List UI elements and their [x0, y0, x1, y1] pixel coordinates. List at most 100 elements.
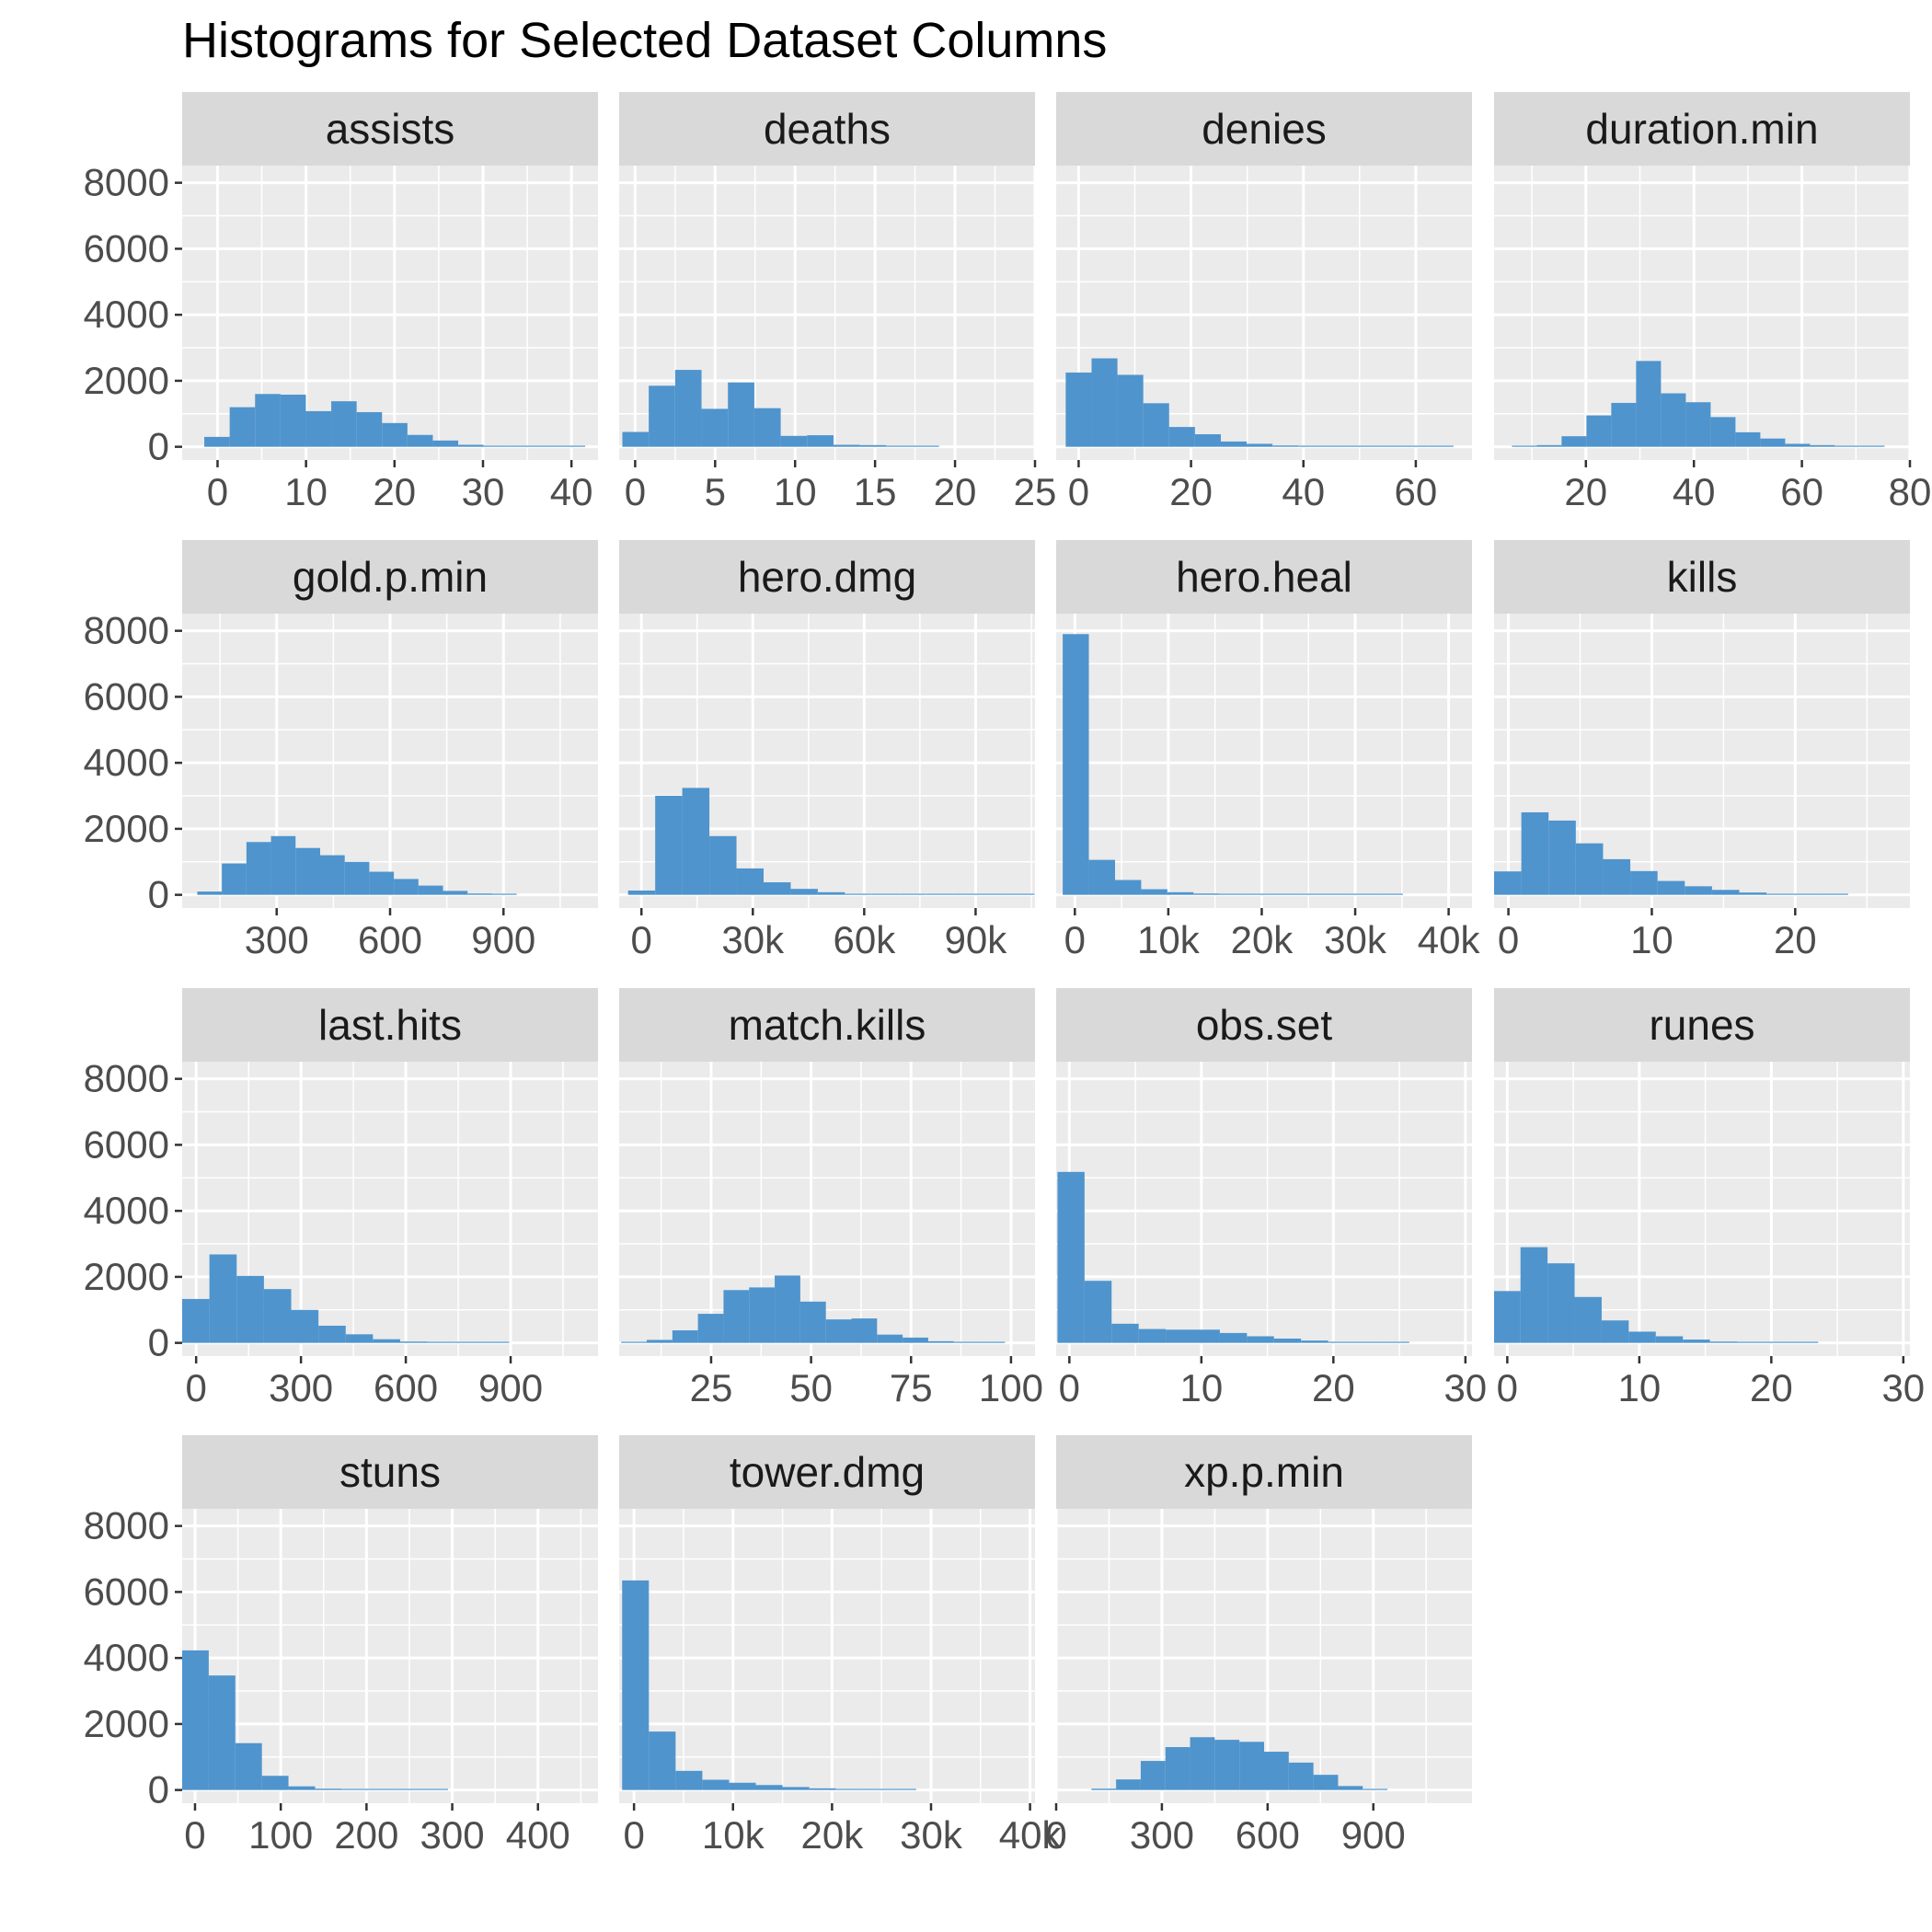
histogram-bar [1273, 1338, 1302, 1343]
panel-kills: kills 0 10 20 [1494, 540, 1910, 961]
x-tick-label: 0 [631, 918, 652, 961]
histogram-bar [270, 835, 296, 895]
x-tick-label: 30 [1443, 1366, 1487, 1409]
histogram-bar [467, 893, 492, 895]
histogram-bar [753, 408, 781, 447]
panel-duration.min: duration.min 20 40 60 80 [1494, 92, 1931, 513]
strip-label-xp.p.min: xp.p.min [1184, 1448, 1344, 1496]
histogram-bar [1355, 1341, 1383, 1343]
histogram-bar [1586, 415, 1612, 447]
histogram-bar [1190, 1737, 1215, 1790]
histogram-bar [1363, 1788, 1388, 1790]
histogram-bar [246, 842, 271, 895]
histogram-bar [1288, 1762, 1314, 1790]
histogram-bar [1192, 1329, 1220, 1343]
y-tick-label: 2000 [84, 807, 169, 850]
histogram-bar [1737, 1341, 1765, 1343]
histogram-bar [182, 1298, 210, 1343]
histogram-bar [621, 1341, 647, 1343]
y-tick-label: 0 [148, 1768, 169, 1811]
histogram-bar [443, 891, 468, 895]
histogram-bar [209, 1254, 237, 1343]
histogram-bar [729, 1782, 756, 1790]
histogram-bar [395, 1788, 422, 1790]
y-tick-label: 0 [148, 425, 169, 468]
x-tick-label: 0 [186, 1366, 207, 1409]
histogram-bar [877, 1334, 903, 1343]
histogram-bar [368, 1788, 396, 1790]
strip-assists [182, 92, 598, 166]
histogram-bar [702, 1779, 730, 1790]
panel-gold.p.min: gold.p.min 300 600 900 0 2000 4000 6000 8000 [84, 540, 598, 961]
panel-deaths: deaths 0 5 10 15 20 25 [619, 92, 1056, 513]
histogram-bar [1328, 1341, 1356, 1343]
strip-runes [1494, 988, 1910, 1062]
histogram-bar [728, 382, 754, 447]
x-tick-label: 75 [890, 1366, 933, 1409]
x-tick-label: 40k [999, 1813, 1063, 1857]
histogram-bar [825, 1319, 852, 1343]
histogram-bar [1194, 434, 1221, 447]
histogram-bar [1219, 1332, 1248, 1343]
histogram-bar [736, 868, 764, 895]
x-tick-label: 20 [934, 470, 977, 513]
strip-kills [1494, 540, 1910, 614]
histogram-bar [1298, 445, 1325, 447]
x-tick-label: 600 [358, 918, 422, 961]
histogram-bar [1601, 1320, 1629, 1343]
histogram-bar [1298, 893, 1325, 895]
histogram-bar [749, 1287, 776, 1343]
histogram-bar [1575, 843, 1604, 895]
histogram-bar [1114, 880, 1142, 895]
histogram-bar [763, 882, 791, 895]
histogram-bar [1117, 374, 1144, 447]
histogram-bar [1193, 893, 1220, 895]
histogram-bar [318, 1325, 346, 1343]
histogram-bar [235, 1742, 262, 1790]
histogram-bar [263, 1289, 292, 1343]
histogram-bar [1324, 893, 1351, 895]
panel-background [1056, 1062, 1472, 1356]
histogram-bar [1494, 1291, 1521, 1343]
histogram-bar [782, 1787, 810, 1790]
x-tick-label: 10 [1617, 1366, 1661, 1409]
histogram-bar [182, 1650, 209, 1790]
histogram-bar [509, 445, 535, 447]
histogram-bar [1655, 1336, 1684, 1343]
x-tick-label: 20 [1564, 470, 1607, 513]
histogram-bar [559, 445, 586, 447]
x-tick-label: 15 [854, 470, 897, 513]
x-tick-label: 10 [774, 470, 817, 513]
strip-duration.min [1494, 92, 1910, 166]
histogram-bar [1628, 1331, 1656, 1343]
histogram-bar [1167, 891, 1194, 895]
y-tick-label: 8000 [84, 161, 169, 204]
x-tick-label: 30k [721, 918, 785, 961]
histogram-bar [394, 879, 419, 895]
chart-title: Histograms for Selected Dataset Columns [182, 13, 1107, 68]
histogram-bar [1834, 445, 1860, 447]
x-tick-label: 20 [373, 470, 416, 513]
x-tick-label: 0 [1498, 918, 1519, 961]
histogram-bar [1138, 1328, 1167, 1343]
x-tick-label: 25 [690, 1366, 733, 1409]
histogram-bar [1140, 1761, 1166, 1790]
histogram-bar [1766, 893, 1794, 895]
x-tick-label: 20 [1312, 1366, 1355, 1409]
strip-label-gold.p.min: gold.p.min [293, 553, 488, 601]
x-tick-label: 30 [1881, 1366, 1925, 1409]
histogram-bar [1661, 393, 1686, 447]
y-tick-label: 4000 [84, 1189, 169, 1232]
histogram-bar [672, 1330, 698, 1343]
histogram-bar [1561, 436, 1587, 447]
strip-label-last.hits: last.hits [318, 1001, 462, 1049]
histogram-bar [373, 1339, 401, 1343]
histogram-bar [1548, 820, 1576, 895]
histogram-bar [1091, 1788, 1117, 1790]
x-tick-label: 200 [334, 1813, 398, 1857]
histogram-bar [1214, 1740, 1240, 1790]
y-tick-label: 8000 [84, 1057, 169, 1100]
y-tick-label: 2000 [84, 1255, 169, 1298]
x-tick-label: 300 [420, 1813, 485, 1857]
